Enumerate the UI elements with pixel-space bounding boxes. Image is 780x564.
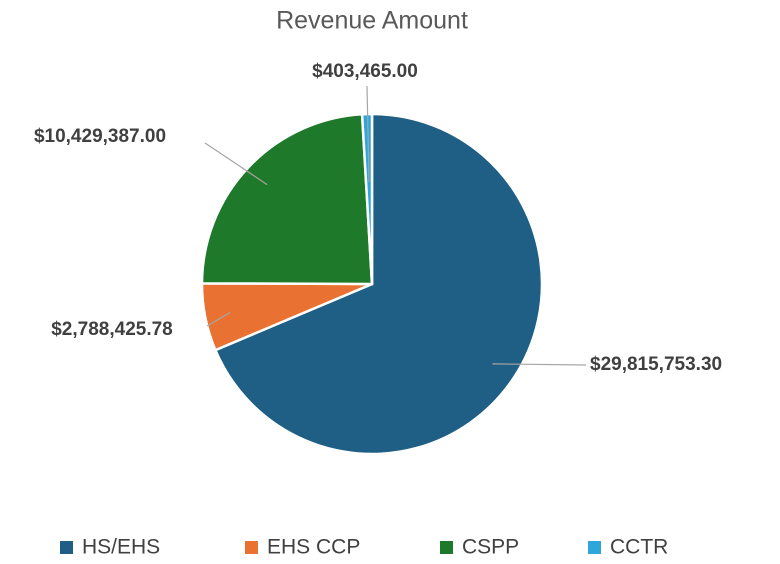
legend-swatch — [588, 541, 601, 554]
data-label: $403,465.00 — [312, 61, 418, 82]
chart-title: Revenue Amount — [276, 7, 468, 35]
pie-slice — [213, 112, 544, 456]
legend-swatch — [245, 541, 258, 554]
legend-label: CSPP — [462, 536, 519, 559]
legend-swatch — [60, 541, 73, 554]
legend-swatch — [440, 541, 453, 554]
legend-label: CCTR — [610, 536, 668, 559]
legend-label: HS/EHS — [82, 536, 160, 559]
leader-line — [206, 311, 231, 327]
leader-line — [492, 363, 587, 366]
legend-label: EHS CCP — [267, 536, 360, 559]
data-label: $10,429,387.00 — [34, 126, 166, 147]
leader-line — [366, 85, 370, 183]
data-label: $29,815,753.30 — [590, 354, 722, 375]
leader-line — [204, 142, 268, 186]
pie-slice — [200, 112, 374, 286]
data-label: $2,788,425.78 — [51, 319, 173, 340]
